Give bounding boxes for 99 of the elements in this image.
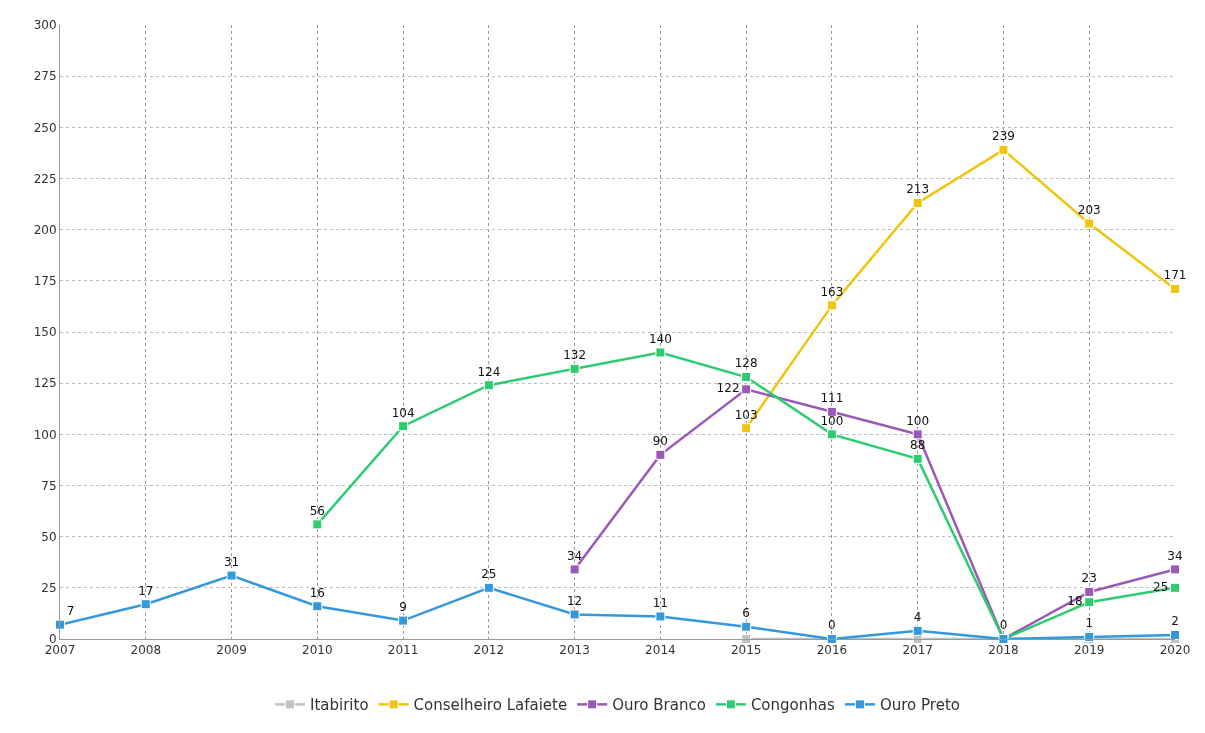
x-tick-label: 2017: [902, 643, 933, 658]
data-label: 122: [716, 381, 740, 396]
x-tick-label: 2010: [302, 643, 333, 658]
y-tick-label: 150: [33, 325, 57, 340]
y-tick-label: 300: [33, 18, 57, 33]
point: [569, 363, 580, 374]
legend-label: Congonhas: [750, 696, 835, 715]
data-label: 34: [1167, 548, 1183, 563]
data-label: 203: [1077, 202, 1101, 217]
data-label: 23: [1081, 571, 1097, 586]
point: [826, 406, 837, 417]
point: [312, 519, 323, 530]
point: [741, 621, 752, 632]
x-tick-label: 2009: [216, 643, 247, 658]
point: [312, 601, 323, 612]
x-tick-label: 2012: [473, 643, 505, 658]
point: [483, 380, 494, 391]
y-tick-label: 250: [33, 120, 57, 135]
data-label: 100: [906, 413, 930, 428]
data-label: 128: [734, 356, 758, 371]
y-tick-label: 275: [33, 69, 57, 84]
data-label: 100: [820, 413, 844, 428]
data-label: 34: [566, 548, 583, 563]
point: [398, 615, 409, 626]
point: [741, 372, 752, 383]
x-tick-label: 2008: [130, 643, 162, 658]
point: [140, 599, 151, 610]
point: [1170, 564, 1180, 575]
y-tick-label: 25: [41, 581, 57, 596]
data-label: 239: [992, 129, 1015, 144]
data-label: 111: [820, 391, 844, 406]
point: [226, 570, 237, 581]
x-tick-label: 2020: [1159, 643, 1191, 658]
legend-label: Ouro Preto: [879, 696, 960, 715]
data-label: 9: [399, 599, 407, 614]
data-label: 2: [1171, 614, 1179, 629]
data-label: 104: [391, 405, 415, 420]
data-label: 163: [820, 284, 844, 299]
data-label: 56: [309, 503, 325, 518]
data-label: 7: [66, 604, 75, 619]
y-tick-label: 100: [33, 427, 57, 442]
data-label: 6: [742, 606, 750, 621]
point: [912, 625, 923, 636]
legend-label: Itabirito: [310, 696, 369, 715]
point: [912, 429, 923, 440]
point: [1084, 597, 1095, 608]
y-tick-label: 200: [33, 222, 57, 237]
x-tick-label: 2018: [988, 643, 1019, 658]
y-tick-label: 125: [33, 376, 57, 391]
y-tick-label: 50: [41, 529, 57, 544]
point: [483, 582, 494, 593]
point: [741, 384, 752, 395]
data-label: 213: [906, 182, 930, 197]
point: [998, 144, 1009, 155]
x-tick-label: 2013: [559, 643, 590, 658]
x-tick-label: 2016: [816, 643, 848, 658]
data-label: 124: [477, 364, 501, 379]
data-label: 25: [481, 567, 497, 582]
data-label: 16: [309, 585, 325, 600]
point: [826, 429, 837, 440]
point: [1084, 586, 1095, 597]
point: [655, 449, 666, 460]
data-label: 31: [223, 554, 240, 569]
data-label: 12: [566, 593, 583, 608]
legend-label: Ouro Branco: [612, 696, 706, 715]
data-label: 11: [652, 595, 669, 610]
y-tick-label: 225: [33, 171, 57, 186]
point: [1084, 218, 1095, 229]
point: [1170, 629, 1180, 640]
y-tick-label: 75: [41, 478, 57, 493]
x-tick-label: 2014: [645, 643, 676, 658]
point: [912, 198, 923, 209]
x-tick-label: 2015: [730, 643, 762, 658]
point: [912, 453, 923, 464]
point: [55, 619, 65, 630]
point: [398, 421, 409, 432]
data-label: 90: [652, 434, 669, 449]
data-label: 1: [1085, 616, 1094, 631]
point: [569, 609, 580, 620]
point: [569, 564, 580, 575]
point: [741, 423, 752, 434]
point: [655, 611, 666, 622]
data-label: 0: [999, 618, 1008, 633]
legend-label: Conselheiro Lafaiete: [413, 696, 568, 715]
point: [1170, 284, 1180, 295]
x-tick-label: 2019: [1073, 643, 1105, 658]
point: [826, 300, 837, 311]
data-label: 171: [1163, 268, 1187, 283]
y-tick-label: 175: [33, 274, 57, 289]
data-label: 0: [828, 618, 836, 633]
data-label: 140: [648, 331, 672, 346]
point: [1170, 582, 1180, 593]
x-tick-label: 2007: [44, 643, 76, 658]
data-label: 132: [563, 348, 587, 363]
point: [655, 347, 666, 358]
data-label: 17: [138, 583, 154, 598]
x-tick-label: 2011: [387, 643, 419, 658]
data-label: 4: [913, 610, 922, 625]
point: [741, 634, 752, 644]
